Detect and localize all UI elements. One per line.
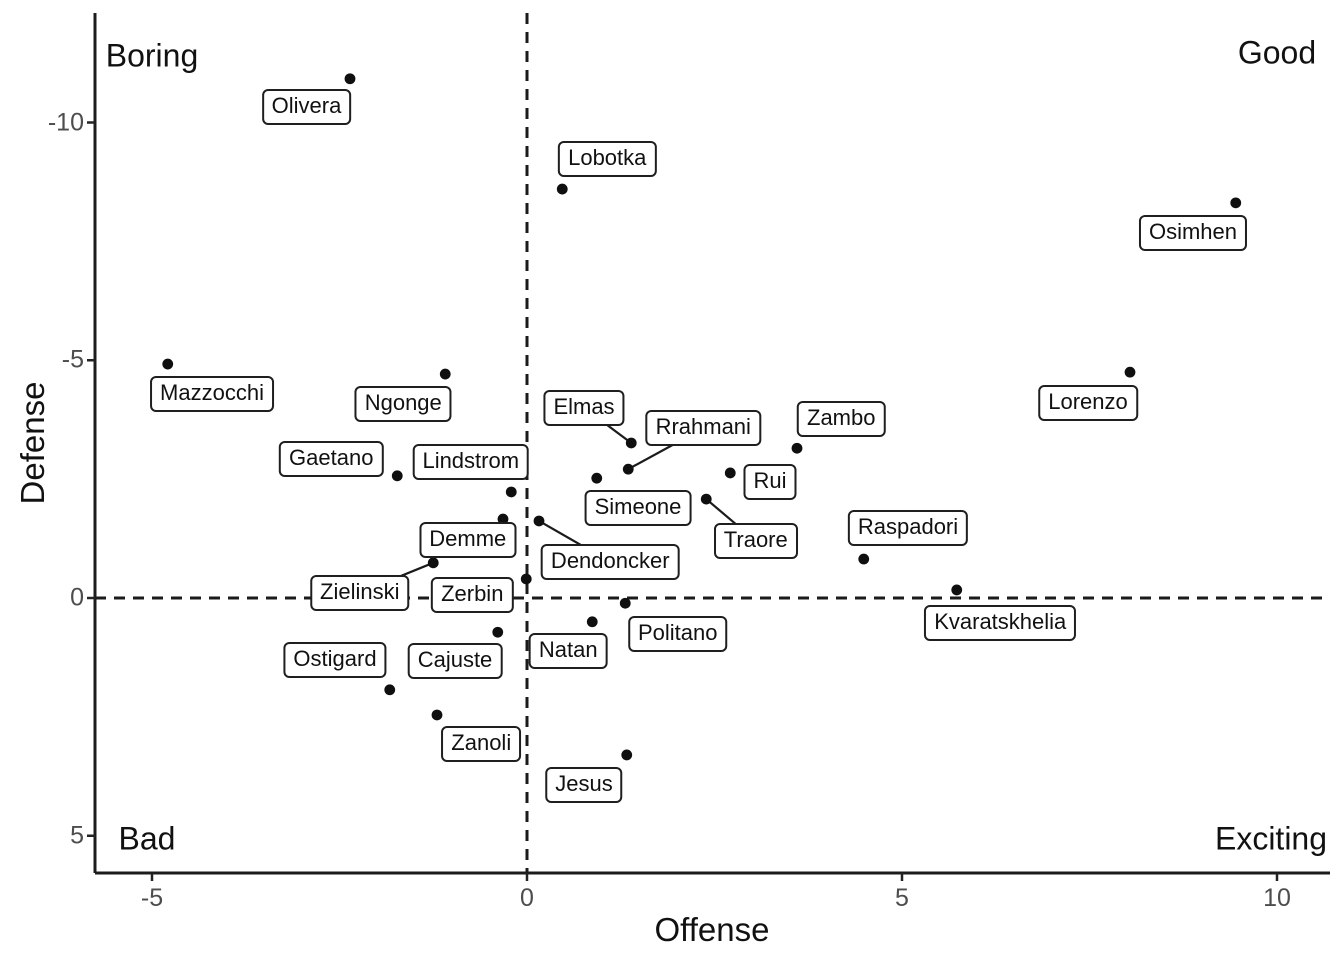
point-label-jesus: Jesus xyxy=(545,766,623,803)
data-point-gaetano xyxy=(391,470,403,482)
y-tick-label: 0 xyxy=(70,583,84,612)
data-point-elmas xyxy=(625,437,637,449)
point-label-lindstrom: Lindstrom xyxy=(412,444,530,480)
point-label-rui: Rui xyxy=(743,463,797,500)
y-axis-title: Defense xyxy=(14,381,51,505)
point-label-zambo: Zambo xyxy=(797,401,886,438)
data-point-kvaratskhelia xyxy=(951,584,963,596)
point-label-simeone: Simeone xyxy=(584,490,692,527)
point-label-zanoli: Zanoli xyxy=(441,725,522,762)
data-point-ostigard xyxy=(384,684,396,696)
point-label-lobotka: Lobotka xyxy=(558,141,657,178)
point-label-demme: Demme xyxy=(419,521,517,558)
point-label-traore: Traore xyxy=(713,522,798,559)
data-point-lindstrom xyxy=(505,486,517,498)
data-point-zanoli xyxy=(431,709,443,721)
quadrant-label-boring: Boring xyxy=(105,37,199,74)
data-point-rrahmani xyxy=(622,463,634,475)
point-label-zerbin: Zerbin xyxy=(431,577,514,614)
x-tick-label: 0 xyxy=(520,884,534,912)
x-tick-label: -5 xyxy=(140,884,164,912)
data-point-simeone xyxy=(591,472,603,484)
point-label-olivera: Olivera xyxy=(261,88,352,125)
quadrant-label-bad: Bad xyxy=(118,820,176,857)
point-label-lorenzo: Lorenzo xyxy=(1038,385,1138,422)
point-label-gaetano: Gaetano xyxy=(279,441,384,478)
x-tick-label: 5 xyxy=(895,884,909,912)
data-point-zerbin xyxy=(520,573,532,585)
data-point-lorenzo xyxy=(1124,366,1136,378)
point-label-osimhen: Osimhen xyxy=(1138,214,1248,251)
point-label-ostigard: Ostigard xyxy=(283,642,387,679)
data-point-natan xyxy=(586,616,598,628)
data-point-cajuste xyxy=(492,626,504,638)
data-point-jesus xyxy=(621,749,633,761)
data-point-olivera xyxy=(344,73,356,85)
x-axis-title: Offense xyxy=(654,911,770,948)
point-label-dendoncker: Dendoncker xyxy=(540,543,680,580)
point-label-natan: Natan xyxy=(528,632,608,669)
data-point-raspadori xyxy=(858,553,870,565)
point-label-kvaratskhelia: Kvaratskhelia xyxy=(924,605,1077,642)
data-point-rui xyxy=(724,467,736,479)
point-label-zielinski: Zielinski xyxy=(310,574,410,611)
data-point-ngonge xyxy=(439,368,451,380)
y-tick-label: -5 xyxy=(61,345,84,374)
data-point-zielinski xyxy=(427,557,439,569)
data-point-dendoncker xyxy=(533,515,545,527)
point-label-raspadori: Raspadori xyxy=(847,510,969,547)
point-label-cajuste: Cajuste xyxy=(407,643,503,680)
data-point-politano xyxy=(619,597,631,609)
point-label-ngonge: Ngonge xyxy=(354,385,452,422)
point-label-mazzocchi: Mazzocchi xyxy=(150,376,274,412)
quadrant-label-exciting: Exciting xyxy=(1214,820,1328,857)
quadrant-label-good: Good xyxy=(1237,34,1317,71)
point-label-politano: Politano xyxy=(627,616,728,653)
data-point-mazzocchi xyxy=(162,358,174,370)
point-label-elmas: Elmas xyxy=(543,389,625,426)
data-point-osimhen xyxy=(1230,197,1242,209)
point-label-rrahmani: Rrahmani xyxy=(645,410,761,447)
data-point-demme xyxy=(497,513,509,525)
data-point-traore xyxy=(700,493,712,505)
data-point-zambo xyxy=(791,442,803,454)
y-tick-label: -10 xyxy=(47,108,84,136)
y-tick-label: 5 xyxy=(70,821,84,850)
data-point-lobotka xyxy=(556,183,568,195)
x-tick-label: 10 xyxy=(1263,884,1291,912)
